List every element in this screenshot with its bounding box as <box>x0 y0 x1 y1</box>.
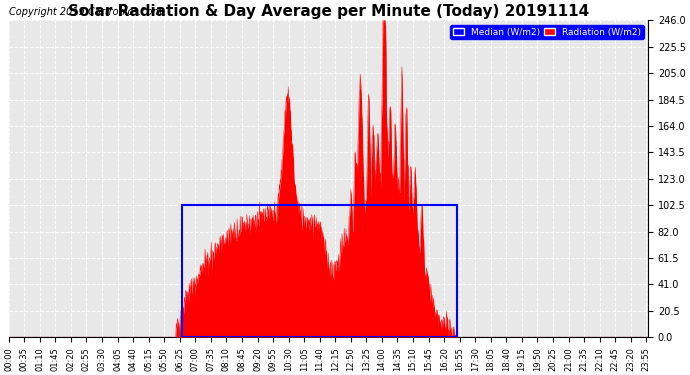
Bar <box>182 205 457 337</box>
Title: Solar Radiation & Day Average per Minute (Today) 20191114: Solar Radiation & Day Average per Minute… <box>68 4 589 19</box>
Legend: Median (W/m2), Radiation (W/m2): Median (W/m2), Radiation (W/m2) <box>451 25 644 39</box>
Text: Copyright 2019 Cartronics.com: Copyright 2019 Cartronics.com <box>9 7 162 17</box>
